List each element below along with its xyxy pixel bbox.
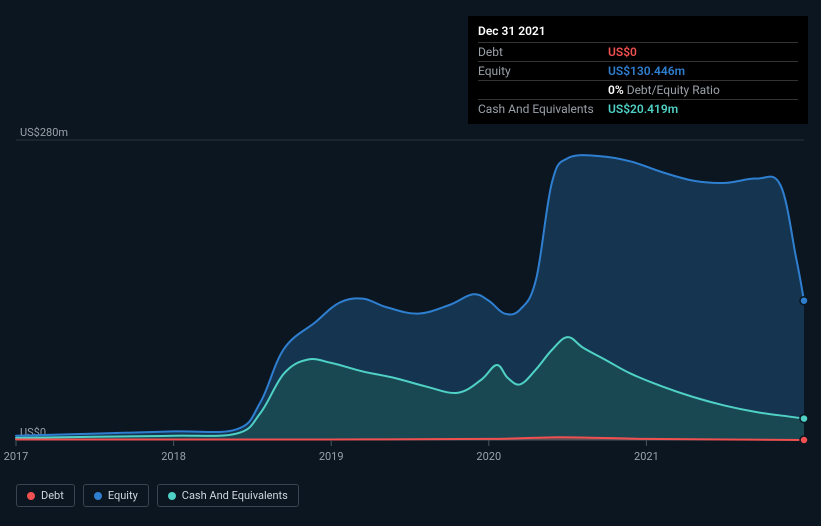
tooltip-row: 0% Debt/Equity Ratio: [478, 80, 798, 99]
tooltip-row-label: Equity: [478, 64, 608, 78]
legend-swatch: [94, 492, 102, 500]
tooltip-row-value: US$0: [608, 45, 637, 59]
legend-label: Debt: [41, 489, 64, 502]
legend-label: Equity: [108, 489, 138, 502]
tooltip-row-value: 0% Debt/Equity Ratio: [608, 83, 720, 97]
x-tick-label: 2020: [476, 450, 501, 463]
tooltip-row: EquityUS$130.446m: [478, 61, 798, 80]
legend-swatch: [168, 492, 176, 500]
tooltip-row-label: Cash And Equivalents: [478, 102, 608, 116]
legend-item-equity[interactable]: Equity: [83, 484, 149, 507]
x-tick-label: 2017: [4, 450, 29, 463]
tooltip-row-label: [478, 83, 608, 97]
legend-item-cash-and-equivalents[interactable]: Cash And Equivalents: [157, 484, 299, 507]
tooltip-row-value: US$130.446m: [608, 64, 685, 78]
tooltip-row-value: US$20.419m: [608, 102, 678, 116]
legend-swatch: [27, 492, 35, 500]
chart-tooltip: Dec 31 2021 DebtUS$0EquityUS$130.446m0% …: [468, 16, 808, 124]
chart-container: US$280m US$0 20172018201920202021 Dec 31…: [0, 0, 821, 526]
tooltip-row: DebtUS$0: [478, 42, 798, 61]
x-tick-label: 2018: [161, 450, 186, 463]
legend-label: Cash And Equivalents: [182, 489, 288, 502]
chart-legend: Debt Equity Cash And Equivalents: [16, 484, 299, 507]
x-tick-label: 2019: [319, 450, 344, 463]
legend-item-debt[interactable]: Debt: [16, 484, 75, 507]
x-tick-label: 2021: [634, 450, 659, 463]
tooltip-date: Dec 31 2021: [478, 22, 798, 42]
tooltip-row: Cash And EquivalentsUS$20.419m: [478, 99, 798, 118]
tooltip-row-label: Debt: [478, 45, 608, 59]
